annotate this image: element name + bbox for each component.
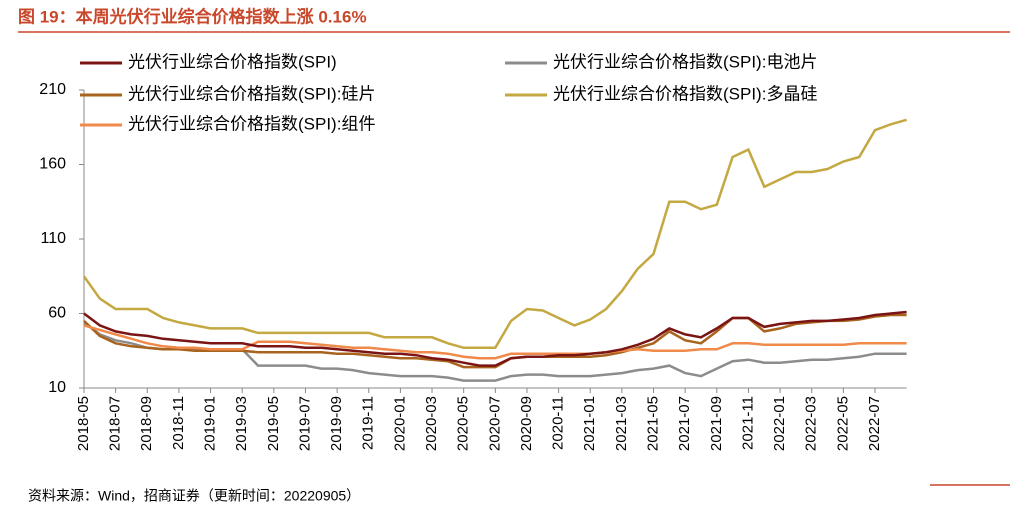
x-tick-label: 2022-01: [771, 396, 788, 451]
series-line: [83, 313, 907, 369]
legend-label: 光伏行业综合价格指数(SPI):组件: [128, 114, 375, 133]
chart-title: 图 19：本周光伏行业综合价格指数上涨 0.16%: [18, 6, 367, 26]
x-tick-label: 2020-05: [455, 396, 472, 451]
x-tick-label: 2019-09: [328, 396, 345, 451]
series-line: [83, 310, 907, 367]
x-tick-label: 2022-07: [866, 396, 883, 451]
x-tick-label: 2021-11: [739, 396, 756, 450]
x-tick-label: 2020-01: [391, 396, 408, 451]
legend-label: 光伏行业综合价格指数(SPI):电池片: [553, 52, 817, 71]
x-tick-label: 2019-01: [202, 396, 219, 451]
x-tick-label: 2020-11: [550, 396, 567, 450]
x-tick-label: 2022-05: [834, 396, 851, 451]
x-tick-label: 2021-05: [644, 396, 661, 451]
x-tick-label: 2019-05: [265, 396, 282, 451]
source: 资料来源：Wind，招商证券（更新时间：20220905）: [28, 488, 360, 504]
y-tick-label: 210: [39, 81, 66, 98]
x-tick-label: 2019-11: [360, 396, 377, 450]
series-line: [82, 118, 907, 350]
x-tick-label: 2020-07: [486, 396, 503, 451]
x-tick-label: 2019-03: [233, 396, 250, 451]
x-tick-label: 2021-07: [676, 396, 693, 451]
x-tick-label: 2018-11: [170, 396, 187, 450]
x-tick-label: 2021-01: [581, 396, 598, 451]
y-tick-label: 60: [48, 305, 66, 322]
x-tick-label: 2018-07: [107, 396, 124, 451]
x-tick-label: 2018-09: [138, 396, 155, 451]
legend-label: 光伏行业综合价格指数(SPI):多晶硅: [553, 84, 817, 103]
y-tick-label: 160: [39, 156, 66, 173]
x-tick-label: 2021-03: [613, 396, 630, 451]
y-tick-label: 10: [48, 379, 66, 396]
series-line: [83, 324, 907, 360]
x-tick-label: 2021-09: [708, 396, 725, 451]
legend-label: 光伏行业综合价格指数(SPI): [128, 52, 337, 71]
x-tick-label: 2022-03: [803, 396, 820, 451]
y-tick-label: 110: [40, 230, 66, 247]
x-tick-label: 2018-05: [75, 396, 92, 451]
x-tick-label: 2020-03: [423, 396, 440, 451]
x-tick-label: 2020-09: [518, 396, 535, 451]
legend-label: 光伏行业综合价格指数(SPI):硅片: [128, 84, 375, 103]
x-tick-label: 2019-07: [296, 396, 313, 451]
